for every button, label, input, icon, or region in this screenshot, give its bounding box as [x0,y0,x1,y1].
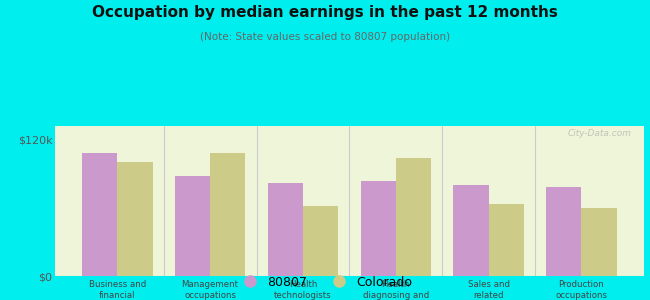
Text: City-Data.com: City-Data.com [567,129,632,138]
Bar [210,153,246,276]
Bar [396,158,431,276]
Bar [546,188,582,276]
Bar [175,176,210,276]
Bar [361,181,396,276]
Text: (Note: State values scaled to 80807 population): (Note: State values scaled to 80807 popu… [200,32,450,41]
Bar [582,208,617,276]
Bar [453,185,489,276]
Text: Occupation by median earnings in the past 12 months: Occupation by median earnings in the pas… [92,4,558,20]
Legend: 80807, Colorado: 80807, Colorado [233,271,417,294]
Bar [489,204,524,276]
Bar [268,183,303,276]
Bar [117,162,153,276]
Bar [82,153,117,276]
Bar [303,206,338,276]
